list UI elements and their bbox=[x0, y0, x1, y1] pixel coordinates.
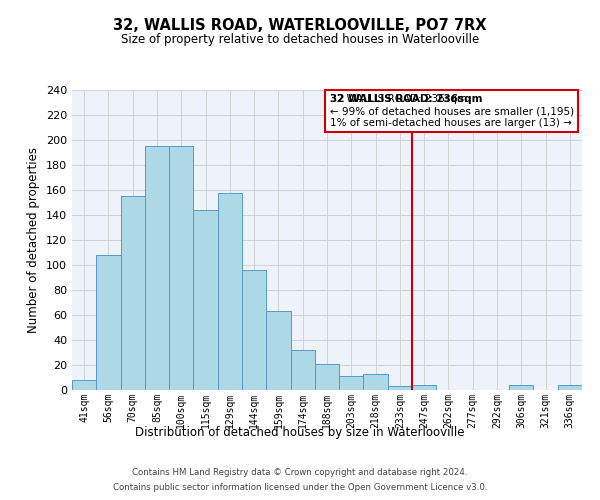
Y-axis label: Number of detached properties: Number of detached properties bbox=[28, 147, 40, 333]
Bar bbox=[290, 350, 315, 390]
Bar bbox=[242, 270, 266, 390]
Text: Size of property relative to detached houses in Waterlooville: Size of property relative to detached ho… bbox=[121, 32, 479, 46]
Text: Contains public sector information licensed under the Open Government Licence v3: Contains public sector information licen… bbox=[113, 483, 487, 492]
Bar bbox=[364, 374, 388, 390]
Bar bbox=[509, 385, 533, 390]
Bar bbox=[145, 146, 169, 390]
Text: 32 WALLIS ROAD: 236sqm: 32 WALLIS ROAD: 236sqm bbox=[329, 94, 482, 104]
Bar bbox=[388, 386, 412, 390]
Bar bbox=[193, 210, 218, 390]
Bar bbox=[169, 146, 193, 390]
Bar bbox=[412, 385, 436, 390]
Bar bbox=[121, 196, 145, 390]
Bar bbox=[96, 255, 121, 390]
Bar bbox=[266, 311, 290, 390]
Bar bbox=[72, 380, 96, 390]
Text: 32 WALLIS ROAD: 236sqm
← 99% of detached houses are smaller (1,195)
1% of semi-d: 32 WALLIS ROAD: 236sqm ← 99% of detached… bbox=[329, 94, 574, 128]
Text: Distribution of detached houses by size in Waterlooville: Distribution of detached houses by size … bbox=[135, 426, 465, 439]
Text: Contains HM Land Registry data © Crown copyright and database right 2024.: Contains HM Land Registry data © Crown c… bbox=[132, 468, 468, 477]
Bar bbox=[315, 364, 339, 390]
Bar bbox=[339, 376, 364, 390]
Text: 32, WALLIS ROAD, WATERLOOVILLE, PO7 7RX: 32, WALLIS ROAD, WATERLOOVILLE, PO7 7RX bbox=[113, 18, 487, 32]
Bar bbox=[558, 385, 582, 390]
Bar bbox=[218, 192, 242, 390]
